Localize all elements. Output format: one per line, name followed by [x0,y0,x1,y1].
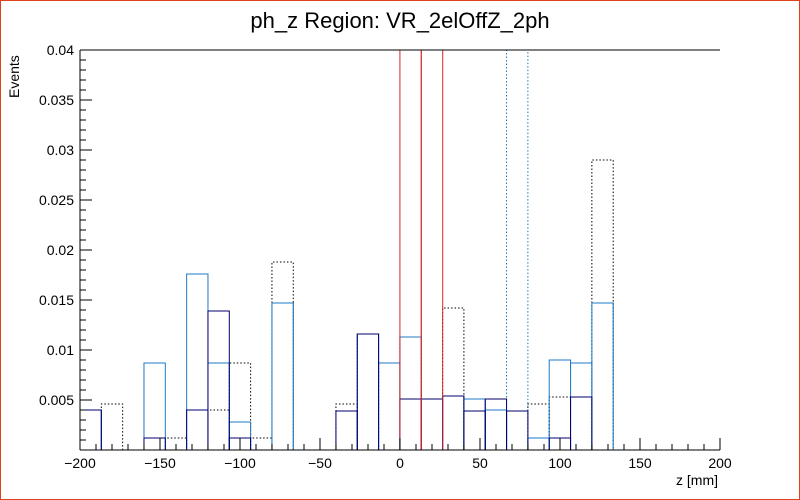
histogram-bin [356,333,380,450]
series-layer [79,49,614,450]
series-solid-navy [79,310,593,450]
histogram-bin [442,307,465,450]
histogram-bin [527,437,550,450]
histogram-bin [207,310,230,450]
axes-layer: −200 −150 −100 −50 0 50 100 150 200 0.005 0.01 0.01… [39,42,732,471]
x-tick-label: −150 [144,455,176,471]
histogram-bin [207,362,230,450]
histogram-bin [356,333,380,450]
histogram-bin [271,302,294,450]
histogram-bin [378,362,401,450]
x-tick-label: 200 [708,455,732,471]
histogram-bin [420,398,444,450]
histogram-bin [186,409,209,450]
histogram-bin [420,398,444,450]
histogram-bin [463,398,486,450]
histogram-bin [335,403,358,450]
y-tick-label: 0.01 [47,342,74,358]
histogram-bin [570,362,593,450]
x-axis-label: z [mm] [676,472,718,488]
histogram-bin [378,362,401,450]
series-dotted-blue [79,49,614,450]
histogram-bin [271,261,294,450]
x-tick-label: 100 [548,455,572,471]
y-tick-label: 0.02 [47,242,74,258]
histogram-bin [335,410,358,450]
histogram-bin [399,49,422,450]
histogram-bin [463,398,486,450]
x-tick-label: −200 [64,455,96,471]
y-tick-label: 0.03 [47,142,74,158]
histogram-bin [591,302,614,450]
y-tick-label: 0.025 [39,192,74,208]
histogram-bin [420,398,444,450]
y-tick-label: 0.015 [39,292,74,308]
histogram-bin [100,403,124,450]
histogram-bin [442,395,465,450]
series-solid-lightblue [79,273,614,450]
histogram-bin [506,410,529,450]
histogram-bin [399,398,422,450]
histogram-bin [591,159,614,450]
x-tick-label: −50 [308,455,332,471]
histogram-bin [570,396,593,450]
histogram-bin [484,398,508,450]
series-dotted-black [79,159,614,450]
histogram-bin [143,362,166,450]
histogram-bin [463,410,486,450]
histogram-bin [228,362,252,450]
x-tick-label: 0 [396,455,404,471]
x-tick-label: −100 [224,455,256,471]
histogram-bin [399,336,422,450]
y-axis-label: Events [6,55,22,98]
histogram-bin [506,49,529,450]
series-solid-red [399,49,422,450]
histogram-bin [250,437,273,450]
chart-title: ph_z Region: VR_2elOffZ_2ph [250,8,550,33]
histogram-bin [591,302,614,450]
histogram-bin [356,333,380,450]
histogram-bin [442,395,465,450]
histogram-bin [548,359,572,450]
histogram-bin [143,437,166,450]
histogram-bin [399,336,422,450]
histogram-bin [271,302,294,450]
y-tick-label: 0.005 [39,392,74,408]
x-tick-label: 50 [472,455,488,471]
x-tick-label: 150 [628,455,652,471]
histogram-bin [527,403,550,450]
histogram-bin [548,396,572,450]
histogram-bin [186,273,209,450]
y-tick-label: 0.04 [47,42,74,58]
y-tick-label: 0.035 [39,92,74,108]
histogram-bin [207,409,230,450]
